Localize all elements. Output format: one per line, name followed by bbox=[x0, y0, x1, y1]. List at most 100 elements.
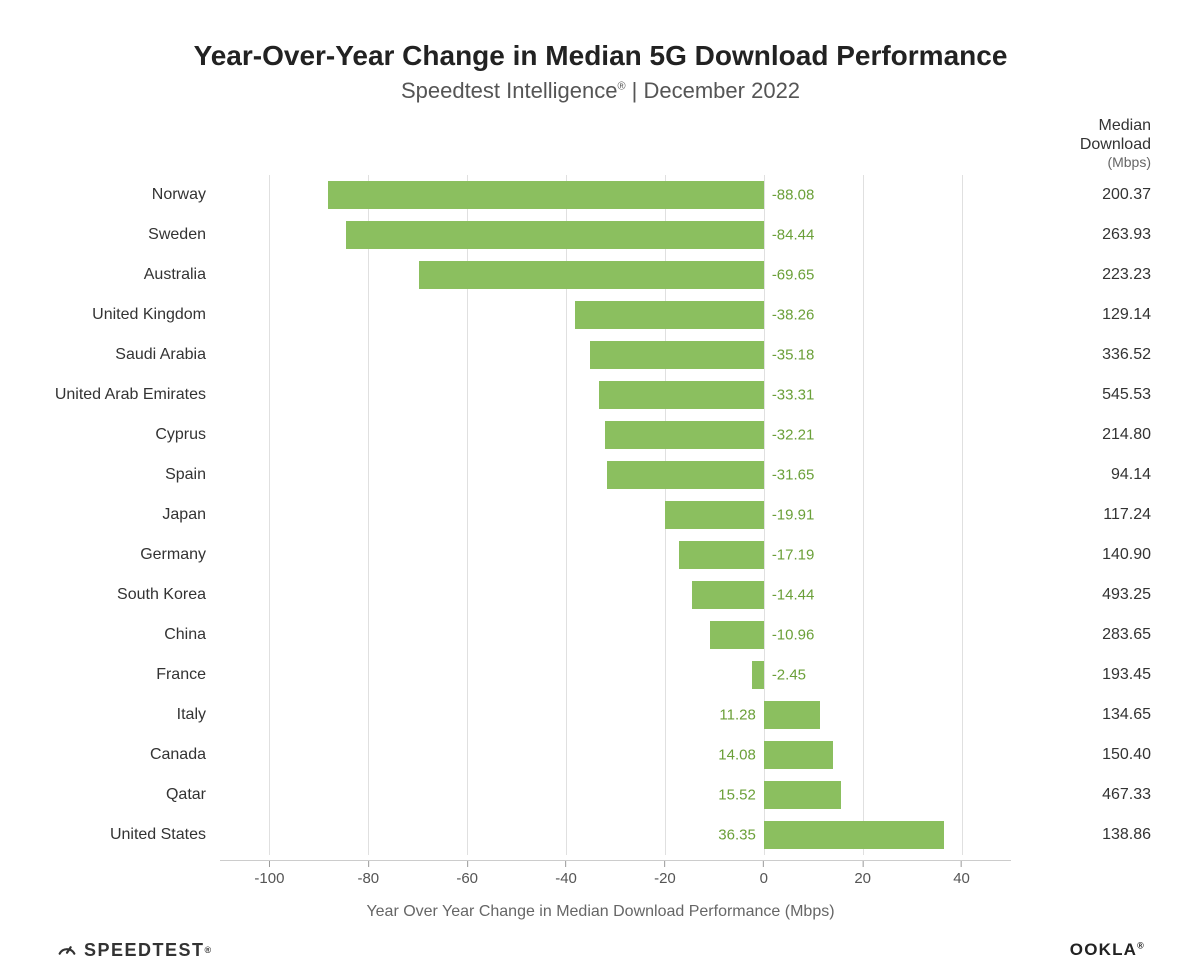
bar-zone: 14.08 bbox=[220, 735, 1011, 775]
bar bbox=[764, 821, 944, 849]
country-label: Saudi Arabia bbox=[50, 346, 220, 364]
table-row: South Korea -14.44 493.25 bbox=[50, 575, 1151, 615]
chart-title: Year-Over-Year Change in Median 5G Downl… bbox=[50, 40, 1151, 72]
bar-zone: -33.31 bbox=[220, 375, 1011, 415]
chart-subtitle: Speedtest Intelligence® | December 2022 bbox=[50, 78, 1151, 104]
country-label: Japan bbox=[50, 506, 220, 524]
bar bbox=[605, 421, 764, 449]
bar bbox=[710, 621, 764, 649]
median-value: 129.14 bbox=[1011, 306, 1151, 324]
bar-value-label: -31.65 bbox=[772, 467, 815, 484]
chart-container: Year-Over-Year Change in Median 5G Downl… bbox=[0, 0, 1201, 967]
bar-zone: -38.26 bbox=[220, 295, 1011, 335]
x-tick: -40 bbox=[555, 861, 577, 887]
table-row: United Kingdom-38.26129.14 bbox=[50, 295, 1151, 335]
bar bbox=[328, 181, 763, 209]
bar bbox=[665, 501, 763, 529]
country-label: Sweden bbox=[50, 226, 220, 244]
table-row: Italy11.28134.65 bbox=[50, 695, 1151, 735]
bar-value-label: -69.65 bbox=[772, 267, 815, 284]
median-value: 200.37 bbox=[1011, 186, 1151, 204]
bar-value-label: -32.21 bbox=[772, 427, 815, 444]
median-value: 214.80 bbox=[1011, 426, 1151, 444]
bar-zone: -17.19 bbox=[220, 535, 1011, 575]
bar bbox=[346, 221, 763, 249]
table-row: Sweden -84.44 263.93 bbox=[50, 215, 1151, 255]
table-row: Japan-19.91117.24 bbox=[50, 495, 1151, 535]
bar-value-label: 36.35 bbox=[718, 827, 756, 844]
country-label: United States bbox=[50, 826, 220, 844]
table-row: France -2.45 193.45 bbox=[50, 655, 1151, 695]
median-value: 117.24 bbox=[1011, 506, 1151, 524]
table-row: United Arab Emirates-33.31545.53 bbox=[50, 375, 1151, 415]
median-value: 94.14 bbox=[1011, 466, 1151, 484]
bar-zone: -10.96 bbox=[220, 615, 1011, 655]
ookla-logo: OOKLA® bbox=[1070, 940, 1145, 960]
country-label: France bbox=[50, 666, 220, 684]
country-label: Qatar bbox=[50, 786, 220, 804]
bar bbox=[599, 381, 764, 409]
subtitle-prefix: Speedtest Intelligence bbox=[401, 78, 618, 103]
ookla-text: OOKLA bbox=[1070, 940, 1137, 959]
bar-value-label: -35.18 bbox=[772, 347, 815, 364]
table-row: Australia -69.65 223.23 bbox=[50, 255, 1151, 295]
median-value: 138.86 bbox=[1011, 826, 1151, 844]
bar bbox=[764, 781, 841, 809]
bar-zone: -31.65 bbox=[220, 455, 1011, 495]
x-tick: 40 bbox=[953, 861, 970, 887]
bar bbox=[590, 341, 764, 369]
ookla-trademark: ® bbox=[1137, 941, 1145, 951]
bar bbox=[419, 261, 763, 289]
table-row: China-10.96283.65 bbox=[50, 615, 1151, 655]
bar-zone: -69.65 bbox=[220, 255, 1011, 295]
median-value: 223.23 bbox=[1011, 266, 1151, 284]
x-tick: -60 bbox=[456, 861, 478, 887]
country-label: Germany bbox=[50, 546, 220, 564]
bar-value-label: -88.08 bbox=[772, 187, 815, 204]
bar-zone: -2.45 bbox=[220, 655, 1011, 695]
median-value: 467.33 bbox=[1011, 786, 1151, 804]
rows: Norway -88.08 200.37 Sweden -84.44 263.93 Aust… bbox=[50, 175, 1151, 855]
median-value: 193.45 bbox=[1011, 666, 1151, 684]
bar-value-label: 11.28 bbox=[719, 707, 755, 724]
gauge-icon bbox=[56, 939, 78, 961]
country-label: Norway bbox=[50, 186, 220, 204]
bar-zone: -19.91 bbox=[220, 495, 1011, 535]
median-value: 134.65 bbox=[1011, 706, 1151, 724]
bar-value-label: 14.08 bbox=[718, 747, 756, 764]
bar bbox=[692, 581, 763, 609]
country-label: South Korea bbox=[50, 586, 220, 604]
bar-value-label: -17.19 bbox=[772, 547, 815, 564]
bar bbox=[752, 661, 764, 689]
bar-zone: 36.35 bbox=[220, 815, 1011, 855]
bar-value-label: -10.96 bbox=[772, 627, 815, 644]
trademark: ® bbox=[205, 945, 213, 955]
bar bbox=[575, 301, 764, 329]
x-tick: 20 bbox=[854, 861, 871, 887]
bar-value-label: -33.31 bbox=[772, 387, 815, 404]
country-label: Spain bbox=[50, 466, 220, 484]
x-tick: -80 bbox=[357, 861, 379, 887]
bar-zone: 15.52 bbox=[220, 775, 1011, 815]
bar-value-label: -14.44 bbox=[772, 587, 815, 604]
median-value: 140.90 bbox=[1011, 546, 1151, 564]
x-tick: 0 bbox=[760, 861, 768, 887]
table-row: United States 36.35 138.86 bbox=[50, 815, 1151, 855]
footer: SPEEDTEST® OOKLA® bbox=[50, 939, 1151, 961]
bar-value-label: -2.45 bbox=[772, 667, 806, 684]
bar bbox=[764, 701, 820, 729]
median-value: 283.65 bbox=[1011, 626, 1151, 644]
chart-area: Median Download (Mbps) Norway -88.08 200.3… bbox=[50, 116, 1151, 921]
table-row: Canada14.08150.40 bbox=[50, 735, 1151, 775]
bar-zone: 11.28 bbox=[220, 695, 1011, 735]
country-label: Australia bbox=[50, 266, 220, 284]
x-ticks: -100-80-60-40-2002040 bbox=[220, 861, 1011, 899]
column-header: Median Download (Mbps) bbox=[50, 116, 1151, 171]
bar bbox=[764, 741, 834, 769]
median-header-line1: Median bbox=[1011, 116, 1151, 135]
bar-zone: -88.08 bbox=[220, 175, 1011, 215]
median-value: 493.25 bbox=[1011, 586, 1151, 604]
subtitle-suffix: | December 2022 bbox=[626, 78, 800, 103]
median-value: 263.93 bbox=[1011, 226, 1151, 244]
bar-value-label: -84.44 bbox=[772, 227, 815, 244]
